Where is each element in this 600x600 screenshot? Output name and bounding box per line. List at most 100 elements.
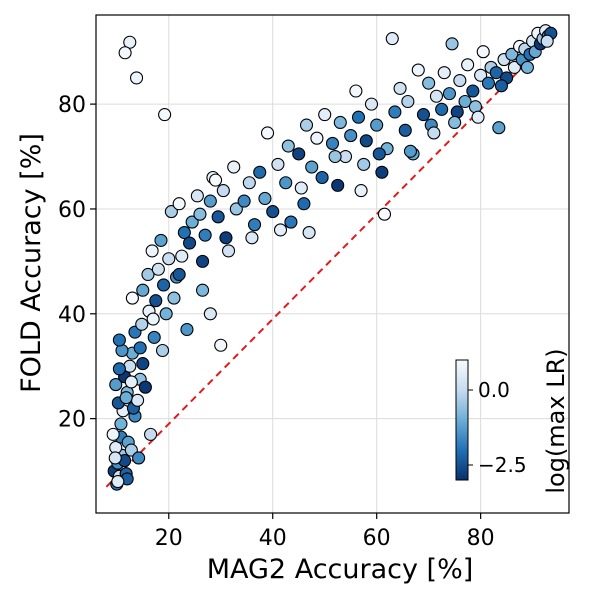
scatter-point [305,160,319,174]
scatter-point [108,451,122,465]
scatter-point [370,118,384,132]
scatter-point [260,126,275,140]
scatter-point [357,157,371,171]
scatter-point [351,110,366,124]
scatter-point [299,118,314,132]
scatter-point [183,236,197,250]
scatter-point [119,391,133,405]
scatter-point [227,160,241,174]
scatter-point [520,60,534,74]
scatter-point [124,375,138,389]
scatter-point [118,46,132,60]
scatter-point [253,165,267,179]
scatter-point [136,357,150,371]
scatter-point [294,181,308,195]
scatter-point [481,76,495,90]
scatter-point [132,451,146,465]
colorbar-tick-label: −2.5 [478,453,527,477]
scatter-point [266,205,280,219]
scatter-point [492,121,506,135]
scatter-point [393,81,407,95]
scatter-point [109,378,123,392]
data-points [106,24,558,491]
scatter-point [146,312,160,326]
scatter-point [284,215,298,229]
scatter-point [172,197,186,211]
scatter-point [344,129,358,143]
colorbar: 0.0 −2.5 log(max LR) [455,348,570,494]
scatter-point [453,73,467,88]
scatter-point [157,278,171,292]
plot-frame [95,14,570,514]
scatter-point [158,108,172,122]
y-tick-label: 80 [58,93,86,118]
scatter-point [131,393,145,407]
scatter-point [133,341,147,355]
scatter-point [331,178,345,192]
colorbar-ticks: 0.0 −2.5 [468,378,527,477]
scatter-point [172,267,186,282]
scatter-point [292,147,306,161]
scatter-point [211,210,225,224]
scatter-point [159,307,173,321]
scatter-point [471,110,485,124]
scatter-point [112,333,126,347]
x-axis-label: MAG2 Accuracy [%] [207,554,474,585]
scatter-point [375,165,389,179]
scatter-point [242,176,256,190]
x-tick-label: 60 [363,526,391,551]
scatter-point [315,170,329,185]
scatter-point [505,47,519,61]
scatter-point [144,427,158,441]
scatter-point [427,126,441,140]
scatter-point [214,338,228,352]
scatter-point [429,89,444,103]
scatter-point [359,134,373,148]
x-tick-label: 40 [259,526,287,551]
x-axis-ticks: 20 40 60 80 [155,513,495,551]
scatter-point [494,79,508,93]
scatter-point [247,218,262,232]
scatter-point [437,66,451,80]
scatter-point [114,417,128,431]
scatter-point [138,380,152,394]
y-tick-label: 20 [58,408,86,433]
scatter-point [474,68,488,82]
scatter-point [388,105,402,119]
scatter-point [164,205,178,219]
scatter-point [198,228,212,242]
scatter-point [328,149,342,164]
scatter-point [203,307,217,321]
scatter-point [125,291,139,305]
scatter-point [258,191,272,206]
scatter-point [435,102,449,116]
scatter-point [377,207,392,221]
scatter-point [162,252,176,266]
scatter-point [540,34,554,48]
scatter-point [281,139,295,153]
scatter-point [155,343,170,358]
scatter-point [203,194,217,208]
scatter-point [149,294,163,308]
scatter-point [180,322,194,337]
y-tick-label: 60 [58,198,86,223]
scatter-point [136,283,150,297]
y-axis-ticks: 20 40 60 80 [58,93,96,433]
colorbar-label: log(max LR) [542,348,570,493]
colorbar-gradient [455,359,469,481]
scatter-point [401,94,415,109]
scatter-point [302,225,316,240]
scatter-point [145,244,159,258]
scatter-point [325,136,340,150]
scatter-point [349,84,363,98]
scatter-point [237,194,251,208]
scatter-point [416,108,431,122]
scatter-point [403,144,418,158]
scatter-point [196,283,210,297]
scatter-point [221,244,236,258]
scatter-point [245,231,259,245]
scatter-point [190,189,204,203]
scatter-point [385,32,399,46]
